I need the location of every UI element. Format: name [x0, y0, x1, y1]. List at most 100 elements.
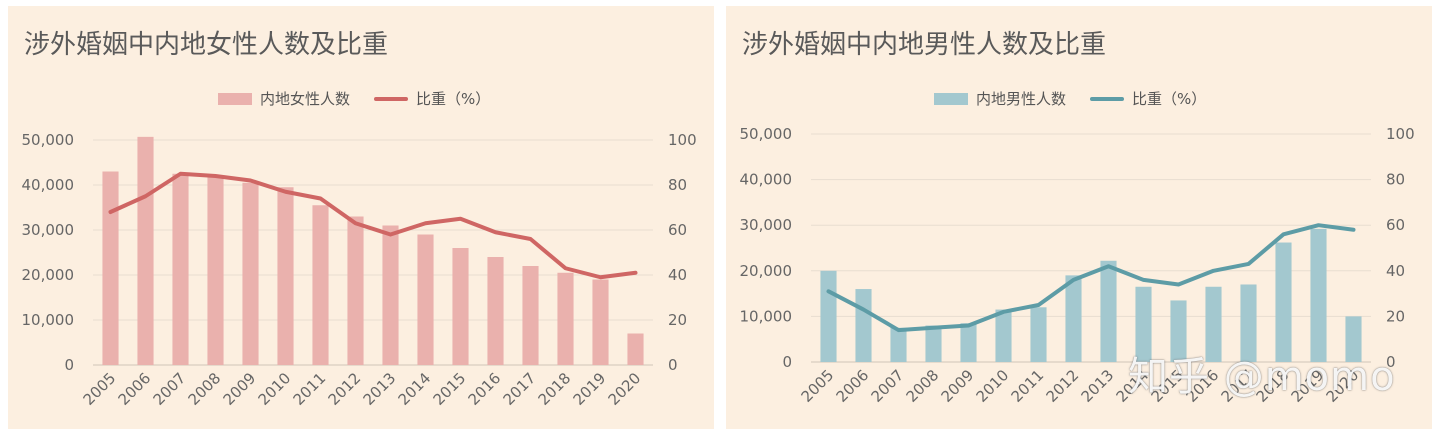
bar-2014	[1135, 286, 1152, 362]
left-axis-tick-label: 40,000	[22, 176, 75, 194]
x-tick-label: 2016	[465, 369, 505, 409]
legend-label-ratio: 比重（%）	[1132, 90, 1207, 108]
x-tick-label: 2008	[903, 366, 943, 406]
x-tick-label: 2019	[570, 369, 610, 409]
bar-2015	[452, 248, 469, 365]
bar-2012	[1065, 275, 1082, 362]
x-tick-label: 2011	[290, 369, 330, 409]
bar-2016	[1205, 286, 1222, 362]
x-tick-label: 2006	[115, 369, 155, 409]
bar-2019	[592, 279, 609, 365]
bar-2015	[1170, 300, 1187, 362]
bar-2006	[137, 136, 154, 365]
bar-2017	[1240, 284, 1257, 362]
left-axis-tick-label: 50,000	[22, 131, 75, 149]
bar-2007	[172, 173, 189, 365]
right-axis-tick-label: 60	[668, 221, 687, 239]
x-tick-label: 2010	[255, 369, 295, 409]
right-axis-tick-label: 80	[668, 176, 687, 194]
left-axis-tick-label: 10,000	[22, 311, 75, 329]
bar-2005	[102, 171, 119, 365]
legend-bar-swatch	[218, 92, 252, 105]
x-tick-label: 2014	[395, 369, 435, 409]
x-tick-label: 2008	[185, 369, 225, 409]
right-axis-tick-label: 40	[1386, 262, 1405, 280]
bar-2005	[820, 270, 837, 362]
bar-2011	[1030, 307, 1047, 362]
x-tick-label: 2013	[1078, 366, 1118, 406]
bar-2012	[347, 216, 364, 365]
bar-2016	[487, 257, 504, 365]
x-tick-label: 2005	[80, 369, 120, 409]
bar-2014	[417, 234, 434, 365]
left-axis-tick-label: 40,000	[740, 171, 793, 189]
chart-plot-male: 0 0 10,000 20 20,000 40 30,000 60 40,000 80 50,000…	[740, 125, 1415, 406]
x-tick-label: 2009	[938, 366, 978, 406]
bar-2009	[960, 323, 977, 362]
x-tick-label: 2012	[325, 369, 365, 409]
bar-2019	[1310, 228, 1327, 362]
bar-2013	[1100, 260, 1117, 362]
x-tick-label: 2018	[535, 369, 575, 409]
watermark-text: 知乎 @momo	[1128, 354, 1396, 400]
chart-legend: 内地男性人数 比重（%）	[934, 88, 1206, 109]
left-axis-tick-label: 30,000	[22, 221, 75, 239]
chart-plot-female: 0 0 10,000 20 20,000 40 30,000 60 40,000 80 50,000…	[22, 131, 697, 409]
bar-2010	[995, 309, 1012, 362]
right-axis-tick-label: 80	[1386, 171, 1405, 189]
bar-2007	[890, 327, 907, 362]
x-tick-label: 2006	[833, 366, 873, 406]
x-tick-label: 2007	[868, 366, 908, 406]
x-tick-label: 2009	[220, 369, 260, 409]
x-tick-label: 2005	[798, 366, 838, 406]
right-axis-tick-label: 0	[668, 356, 678, 374]
right-axis-tick-label: 20	[668, 311, 687, 329]
left-axis-tick-label: 0	[782, 353, 792, 371]
left-axis-tick-label: 10,000	[740, 307, 793, 325]
bar-2018	[1275, 242, 1292, 362]
bar-2006	[855, 289, 872, 362]
ratio-line	[108, 171, 638, 280]
bar-2008	[207, 176, 224, 365]
legend-bar-swatch	[934, 92, 968, 105]
chart-title: 涉外婚姻中内地男性人数及比重	[742, 30, 1107, 60]
x-tick-label: 2007	[150, 369, 190, 409]
left-axis-tick-label: 50,000	[740, 125, 793, 143]
legend-label-count: 内地女性人数	[260, 90, 351, 108]
legend-label-count: 内地男性人数	[976, 90, 1067, 108]
bar-2009	[242, 182, 259, 365]
right-axis-tick-label: 60	[1386, 216, 1405, 234]
bar-2018	[557, 272, 574, 365]
chart-title: 涉外婚姻中内地女性人数及比重	[24, 30, 389, 60]
bar-2017	[522, 266, 539, 365]
left-axis-tick-label: 0	[64, 356, 74, 374]
x-tick-label: 2010	[973, 366, 1013, 406]
bar-2011	[312, 205, 329, 365]
x-tick-label: 2012	[1043, 366, 1083, 406]
chart-panel-female: 涉外婚姻中内地女性人数及比重 内地女性人数 比重（%） 0 0 10,000 20 20…	[8, 6, 714, 429]
chart-legend: 内地女性人数 比重（%）	[218, 88, 490, 109]
right-axis-tick-label: 40	[668, 266, 687, 284]
left-axis-tick-label: 20,000	[22, 266, 75, 284]
right-axis-tick-label: 0	[1386, 353, 1396, 371]
bar-2013	[382, 225, 399, 365]
ratio-line	[826, 223, 1356, 333]
chart-panel-male: 涉外婚姻中内地男性人数及比重 内地男性人数 比重（%） 0 0 10,000 20 20…	[726, 6, 1432, 429]
right-axis-tick-label: 20	[1386, 307, 1405, 325]
bar-2008	[925, 325, 942, 362]
bar-2020	[627, 333, 644, 365]
x-tick-label: 2017	[500, 369, 540, 409]
x-tick-label: 2015	[430, 369, 470, 409]
left-axis-tick-label: 30,000	[740, 216, 793, 234]
legend-line-swatch	[1090, 96, 1125, 101]
legend-line-swatch	[374, 96, 409, 101]
x-tick-label: 2020	[605, 369, 645, 409]
legend-label-ratio: 比重（%）	[416, 90, 491, 108]
x-tick-label: 2013	[360, 369, 400, 409]
bar-2010	[277, 187, 294, 365]
x-tick-label: 2011	[1008, 366, 1048, 406]
right-axis-tick-label: 100	[668, 131, 697, 149]
bar-2020	[1345, 316, 1362, 362]
left-axis-tick-label: 20,000	[740, 262, 793, 280]
right-axis-tick-label: 100	[1386, 125, 1415, 143]
